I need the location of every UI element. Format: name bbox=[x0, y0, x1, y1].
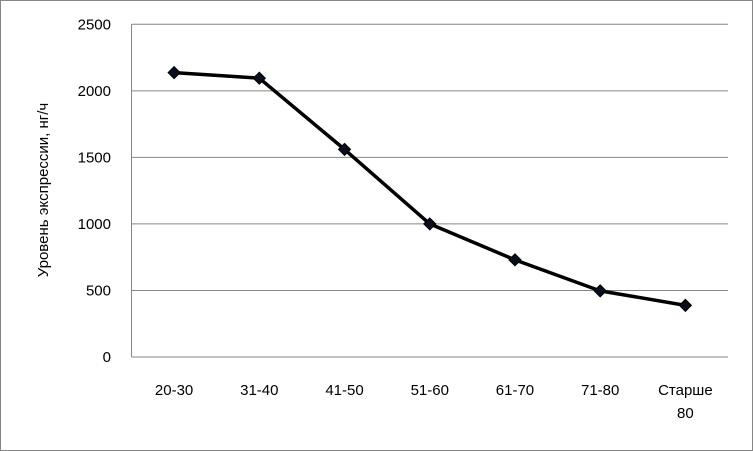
y-tick-label: 0 bbox=[103, 349, 111, 366]
data-point-marker bbox=[337, 142, 352, 157]
x-tick-label: 61-70 bbox=[496, 382, 534, 399]
y-axis-label: Уровень экспрессии, нг/ч bbox=[35, 103, 52, 277]
data-point-marker bbox=[508, 253, 522, 267]
data-point-marker bbox=[252, 71, 267, 85]
y-tick-label: 2000 bbox=[78, 83, 111, 100]
x-tick-label: 51-60 bbox=[411, 382, 449, 399]
x-tick-label: 31-40 bbox=[240, 382, 278, 399]
y-tick-label: 500 bbox=[86, 282, 111, 299]
data-point-marker bbox=[593, 284, 607, 298]
y-tick-label: 2500 bbox=[78, 16, 111, 33]
data-point-marker bbox=[423, 217, 437, 231]
y-tick-label: 1500 bbox=[78, 149, 111, 166]
x-tick-label: Старше 80 bbox=[658, 382, 713, 422]
x-tick-label: 20-30 bbox=[155, 382, 193, 399]
data-point-marker bbox=[678, 298, 693, 313]
data-point-marker bbox=[167, 65, 181, 80]
series-line bbox=[173, 70, 686, 308]
x-tick-label: 71-80 bbox=[581, 382, 619, 399]
x-tick-label: 41-50 bbox=[325, 382, 363, 399]
y-tick-label: 1000 bbox=[78, 216, 111, 233]
